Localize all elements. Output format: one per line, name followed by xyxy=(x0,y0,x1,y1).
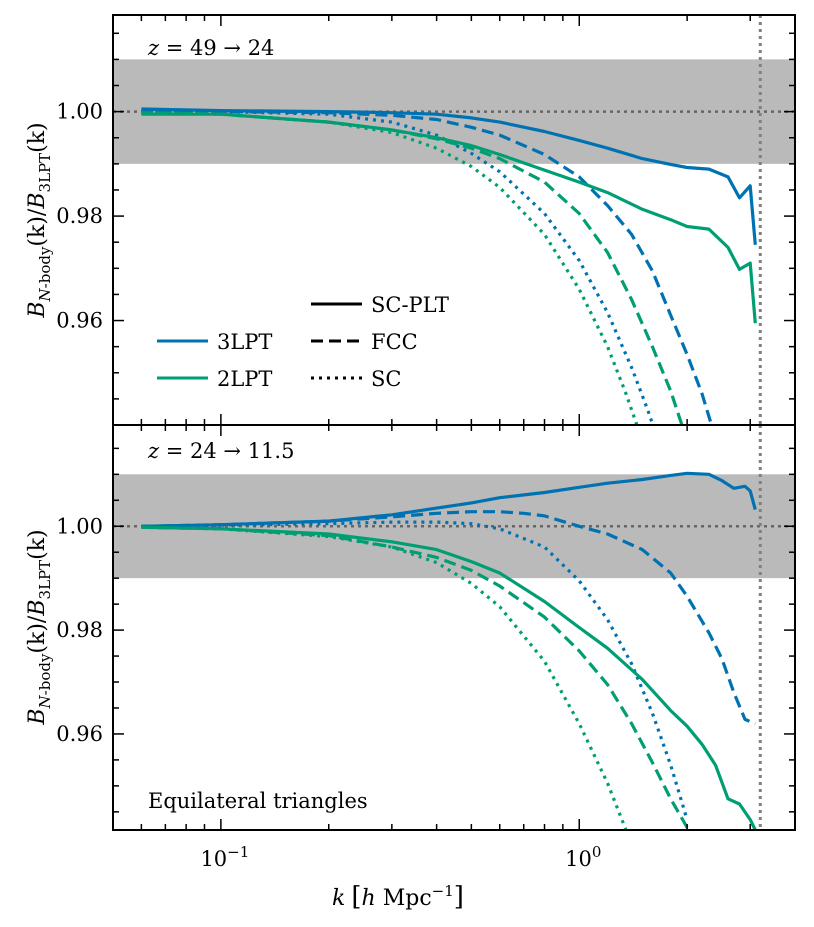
legend-label-sc: SC xyxy=(371,367,401,391)
bottom-panel: 0.96 0.98 1.00 z = 24 → 11.5 Equilateral t… xyxy=(56,424,796,831)
y-axis-label-top: BN-body(k)/B3LPT(k) xyxy=(25,122,54,318)
top-series-2lpt-sc xyxy=(141,111,639,425)
top-y-tick-label: 0.98 xyxy=(56,204,103,228)
bottom-series-2lpt-sc-plt xyxy=(141,525,757,830)
bottom-annotation: Equilateral triangles xyxy=(148,789,368,813)
top-series-3lpt-sc xyxy=(141,109,655,425)
top-y-tick-label: 1.00 xyxy=(56,100,103,124)
top-y-tick-label: 0.96 xyxy=(56,309,103,333)
bottom-y-tick-label: 0.98 xyxy=(56,618,103,642)
bottom-plot-frame xyxy=(112,424,796,831)
x-tick-label-1: 100 xyxy=(565,843,601,871)
bottom-y-tick-label: 0.96 xyxy=(56,722,103,746)
legend-label-sc-plt: SC-PLT xyxy=(371,293,449,317)
legend-label-3lpt: 3LPT xyxy=(217,330,272,354)
x-axis-label: k [h Mpc−1] xyxy=(332,882,464,912)
bottom-series-3lpt-sc-plt xyxy=(141,471,757,528)
top-panel: 0.96 0.98 1.00 z = 49 → 24 xyxy=(56,14,796,426)
legend: SC-PLT FCC SC 3LPT 2LPT xyxy=(157,293,449,391)
legend-label-2lpt: 2LPT xyxy=(217,367,272,391)
bottom-panel-title: z = 24 → 11.5 xyxy=(147,439,294,463)
bottom-series-group xyxy=(141,471,757,830)
bottom-y-tick-label: 1.00 xyxy=(56,514,103,538)
top-panel-title: z = 49 → 24 xyxy=(147,36,274,60)
top-series-group xyxy=(141,107,757,425)
top-series-3lpt-sc-plt xyxy=(141,107,757,245)
top-series-3lpt-fcc xyxy=(141,109,714,425)
x-tick-label-0.1: 10−1 xyxy=(200,843,249,871)
y-axis-label-bottom: BN-body(k)/B3LPT(k) xyxy=(25,529,54,725)
legend-label-fcc: FCC xyxy=(371,330,418,354)
bottom-series-3lpt-fcc xyxy=(141,510,756,726)
top-series-2lpt-fcc xyxy=(141,111,684,425)
